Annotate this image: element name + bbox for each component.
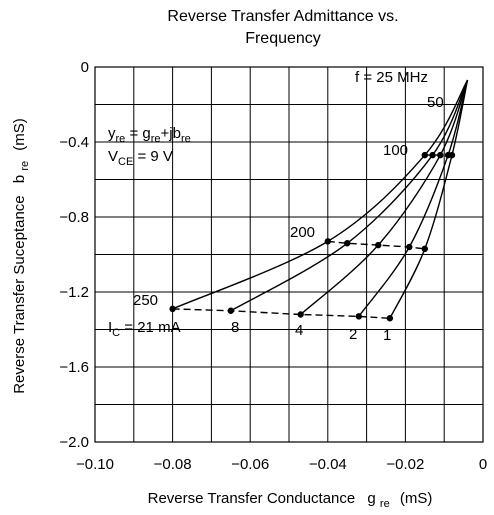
y-tick-label: −0.4 [59, 134, 89, 151]
series-group [169, 79, 469, 322]
series-label-2: 2 [349, 326, 357, 343]
x-axis-symbol-sub: re [380, 498, 390, 510]
series-label-1: 1 [383, 327, 391, 344]
data-point [448, 151, 456, 159]
ic-label: IC = 21 mA [108, 319, 181, 339]
x-tick-label: −0.10 [76, 456, 114, 473]
vce-label: VCE = 9 V [108, 148, 173, 168]
vce-sub: CE [118, 156, 133, 168]
y-axis-label-text: Reverse Transfer Suceptance [11, 195, 28, 393]
x-axis-unit: (mS) [400, 490, 433, 507]
freq-50-label: 50 [427, 94, 444, 111]
series-label-8: 8 [231, 319, 239, 336]
y-tick-label: −1.2 [59, 284, 89, 301]
freq-200-label: 200 [290, 224, 315, 241]
series-curve [358, 79, 469, 317]
x-tick-labels: −0.10 −0.08 −0.06 −0.04 −0.02 0 [76, 456, 487, 473]
vce-v: V [108, 148, 118, 165]
ic-sub: C [112, 327, 120, 339]
yre-equation: yre = gre+jbre [108, 125, 191, 145]
data-point [406, 243, 413, 251]
data-point [355, 313, 363, 320]
data-point [421, 245, 428, 253]
y-axis-unit: (mS) [11, 118, 28, 151]
plot-frame [94, 66, 484, 443]
yre-eq: = g [125, 125, 150, 142]
x-tick-label: −0.06 [231, 456, 269, 473]
x-tick-label: 0 [479, 456, 487, 473]
ic-value: = 21 mA [120, 319, 180, 336]
data-point [421, 151, 428, 159]
series-curve [230, 79, 469, 312]
data-point [386, 315, 394, 322]
chart-title: Reverse Transfer Admittance vs. Frequenc… [167, 8, 398, 47]
data-point [227, 307, 234, 314]
series-curve [300, 79, 469, 316]
y-tick-labels: 0 −0.4 −0.8 −1.2 −1.6 −2.0 [59, 59, 89, 451]
x-tick-label: −0.08 [154, 456, 192, 473]
data-point [169, 305, 176, 313]
x-tick-label: −0.04 [309, 456, 347, 473]
yre-sub3: re [181, 133, 191, 145]
freq-250-label: 250 [133, 292, 158, 309]
x-tick-label: −0.02 [386, 456, 424, 473]
yre-jb: +jb [161, 125, 181, 142]
series-curve [389, 79, 469, 319]
freq-25-label: f = 25 MHz [355, 69, 428, 86]
frequency-dashed-line [172, 308, 390, 319]
chart-title-line-2: Frequency [245, 30, 321, 47]
grid [95, 67, 483, 442]
vce-value: = 9 V [133, 148, 173, 165]
data-point [344, 240, 351, 247]
x-axis-label: Reverse Transfer Conductance g re (mS) [148, 490, 433, 511]
y-tick-label: 0 [81, 59, 89, 76]
data-point [429, 151, 436, 159]
x-axis-symbol: g [367, 490, 375, 507]
yre-sub2: re [151, 133, 161, 145]
yre-y: y [108, 125, 116, 142]
data-point [375, 241, 382, 249]
y-tick-label: −2.0 [59, 434, 89, 451]
data-point [324, 238, 331, 245]
y-tick-label: −0.8 [59, 209, 89, 226]
y-axis-symbol: b [11, 175, 28, 183]
ic-i: I [108, 319, 112, 336]
x-axis-label-text: Reverse Transfer Conductance [148, 490, 356, 507]
series-label-4: 4 [295, 322, 303, 339]
series-curve [172, 79, 469, 310]
y-axis-symbol-sub: re [19, 161, 31, 171]
freq-100-label: 100 [383, 142, 408, 159]
chart-title-line-1: Reverse Transfer Admittance vs. [167, 8, 398, 25]
data-point [437, 151, 444, 159]
y-tick-label: −1.6 [59, 359, 89, 376]
annotation-labels: f = 25 MHz 50 100 200 250 yre = gre+jbre… [108, 69, 444, 344]
yre-sub1: re [116, 133, 126, 145]
data-point [297, 311, 304, 318]
y-axis-label: Reverse Transfer Suceptance b re (mS) [11, 118, 32, 394]
